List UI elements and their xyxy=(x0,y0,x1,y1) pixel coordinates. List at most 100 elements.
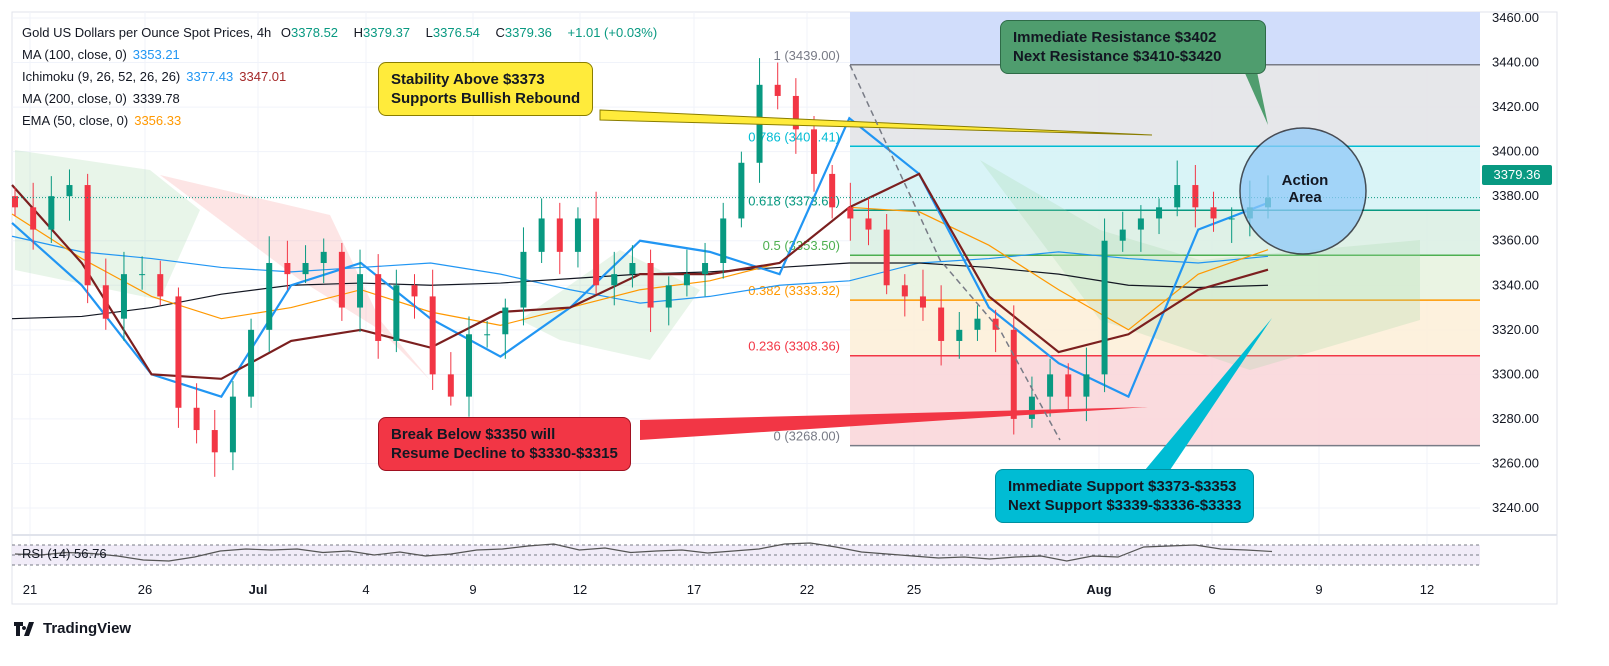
candle xyxy=(520,251,527,308)
candle xyxy=(375,274,382,341)
close-value: 3379.36 xyxy=(504,25,552,40)
annotation-line: Action xyxy=(1281,172,1329,189)
swing-trend-line xyxy=(849,64,1061,441)
candle xyxy=(774,84,781,96)
ichimoku-cloud xyxy=(15,150,200,300)
action-area-circle xyxy=(1239,127,1367,255)
candle xyxy=(919,296,926,308)
ichimoku-cloud xyxy=(980,160,1420,370)
ma100-line xyxy=(11,235,1269,304)
candle xyxy=(66,185,73,197)
candle xyxy=(502,307,509,335)
rsi-value: 56.76 xyxy=(74,546,107,561)
fib-label: 0 (3268.00) xyxy=(774,429,841,444)
green-pointer xyxy=(1240,62,1268,125)
indicator-value: 3339.78 xyxy=(132,91,180,106)
y-tick-label: 3320.00 xyxy=(1492,322,1539,337)
fib-zone xyxy=(850,255,1480,301)
last-price-label: 3379.36 xyxy=(1482,165,1552,185)
fib-zone xyxy=(850,64,1480,147)
candle xyxy=(847,207,854,219)
candle xyxy=(574,218,581,252)
price-chart[interactable]: 1 (3439.00) 0.786 (3402.41) 0.618 (3373.68… xyxy=(0,0,1609,610)
fib-label: 1 (3439.00) xyxy=(774,48,841,63)
candle xyxy=(738,162,745,219)
candle xyxy=(992,318,999,330)
open-value: 3378.52 xyxy=(291,25,339,40)
ema50-line xyxy=(11,206,1269,331)
ichimoku-cloud xyxy=(520,250,700,360)
candle xyxy=(901,285,908,297)
fib-label: 0.786 (3402.41) xyxy=(748,129,840,144)
tradingview-logo[interactable]: TradingView xyxy=(14,620,131,637)
y-tick-label: 3240.00 xyxy=(1492,500,1539,515)
x-tick-label: 17 xyxy=(687,582,701,597)
candle xyxy=(1192,185,1199,208)
low-label: L xyxy=(425,25,433,40)
close-label: C xyxy=(495,25,505,40)
indicator-ma200[interactable]: MA (200, close, 0) 3339.78 xyxy=(22,88,663,110)
x-tick-label: 9 xyxy=(469,582,476,597)
candle xyxy=(157,274,164,297)
candle xyxy=(865,218,872,230)
candle xyxy=(702,263,709,275)
candle xyxy=(1210,207,1217,219)
indicator-ema50[interactable]: EMA (50, close, 0) 3356.33 xyxy=(22,110,663,132)
indicator-value: 3377.43 xyxy=(186,69,234,84)
low-value: 3376.54 xyxy=(432,25,480,40)
candle xyxy=(102,285,109,319)
candle xyxy=(720,218,727,263)
x-tick-label: 4 xyxy=(362,582,369,597)
brand-name: TradingView xyxy=(43,620,132,637)
candle xyxy=(1010,329,1017,419)
rsi-label: RSI (14) 56.76 xyxy=(22,546,107,561)
indicator-ichimoku[interactable]: Ichimoku (9, 26, 52, 26, 26) 3377.43 3347.… xyxy=(22,66,663,88)
indicator-value: 3347.01 xyxy=(239,69,287,84)
annotation-line: Resume Decline to $3330-$3315 xyxy=(391,445,618,462)
candle xyxy=(829,173,836,208)
x-tick-label: 22 xyxy=(800,582,814,597)
x-tick-label: 26 xyxy=(138,582,152,597)
change-value: +1.01 (+0.03%) xyxy=(567,25,658,40)
candle xyxy=(357,274,364,308)
open-label: O xyxy=(280,25,292,40)
candle xyxy=(1028,396,1035,419)
ichimoku-base-line xyxy=(11,172,1269,380)
annotation-green: Immediate Resistance $3402 Next Resistan… xyxy=(1000,20,1266,74)
indicator-label: Ichimoku (9, 26, 52, 26, 26) xyxy=(22,69,181,84)
candle xyxy=(320,251,327,263)
x-tick-label: 21 xyxy=(23,582,37,597)
y-tick-label: 3280.00 xyxy=(1492,411,1539,426)
indicator-value: 3353.21 xyxy=(132,47,180,62)
candle xyxy=(175,296,182,408)
candle xyxy=(1156,207,1163,219)
y-tick-label: 3420.00 xyxy=(1492,99,1539,114)
candle xyxy=(211,430,218,453)
candle xyxy=(974,318,981,330)
candle xyxy=(1119,229,1126,241)
candle xyxy=(1065,374,1072,397)
candle xyxy=(120,274,127,319)
candle xyxy=(938,307,945,341)
fib-zone xyxy=(850,355,1480,446)
candle xyxy=(48,196,55,230)
legend: Gold US Dollars per Ounce Spot Prices, 4… xyxy=(22,22,663,132)
candle xyxy=(393,285,400,341)
candle xyxy=(647,263,654,308)
annotation-line: Next Support $3339-$3336-$3333 xyxy=(1008,497,1242,514)
candle xyxy=(302,263,309,275)
candle xyxy=(229,396,236,453)
red-pointer xyxy=(640,407,1148,440)
x-tick-label: 12 xyxy=(1420,582,1434,597)
indicator-value: 3356.33 xyxy=(134,113,182,128)
candle xyxy=(1083,374,1090,397)
candle xyxy=(284,263,291,275)
indicator-label: EMA (50, close, 0) xyxy=(22,113,129,128)
indicator-ma100[interactable]: MA (100, close, 0) 3353.21 xyxy=(22,44,663,66)
y-tick-label: 3440.00 xyxy=(1492,55,1539,70)
annotation-line: Immediate Resistance $3402 xyxy=(1013,29,1217,46)
candle xyxy=(12,196,18,208)
candle xyxy=(484,334,491,336)
indicator-label: MA (200, close, 0) xyxy=(22,91,127,106)
